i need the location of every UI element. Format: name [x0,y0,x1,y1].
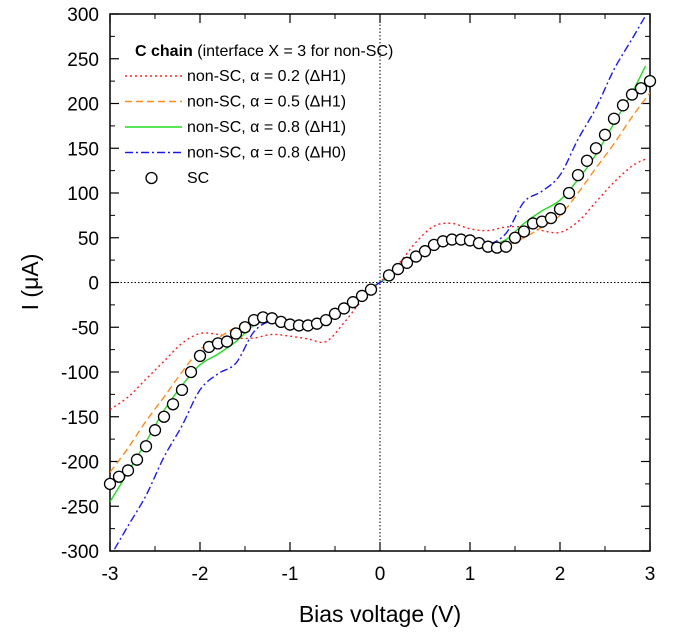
x-tick-label: 0 [375,564,386,585]
x-tick-label: 3 [645,564,656,585]
sc-data-point [634,82,648,95]
x-tick-label: 1 [465,564,476,585]
series-4-line [113,15,647,550]
sc-data-point [328,307,342,320]
y-tick-label: -100 [61,363,99,384]
legend-entry-1: non-SC, α = 0.2 (ΔH1) [187,68,346,85]
sc-data-point [130,453,144,466]
legend-swatch-sc [145,171,158,185]
y-tick-label: -300 [61,542,99,563]
sc-data-point [607,112,621,125]
sc-data-point [598,128,612,141]
sc-data-point [229,327,243,340]
x-axis-label: Bias voltage (V) [299,601,461,627]
x-tick-label: -1 [282,564,299,585]
sc-data-point [157,410,171,423]
sc-data-point [409,250,423,263]
y-tick-label: -200 [61,453,99,474]
y-tick-label: 300 [67,5,99,26]
legend-title-bold: C chain [135,43,193,60]
sc-data-point [238,321,252,334]
sc-data-point [382,269,396,282]
sc-data-point [616,99,630,112]
y-tick-label: 250 [67,50,99,71]
y-tick-label: -50 [72,318,99,339]
ticks: -3 -2 -1 0 1 2 3 300 250 200 150 100 50 0 -50 -100 -150 -… [61,5,655,585]
sc-data-point [544,211,558,225]
sc-data-point [643,74,657,88]
sc-data-point [148,424,162,437]
sc-data-point [517,225,531,238]
sc-data-point [589,142,603,155]
sc-data-point [103,477,117,491]
legend-title-rest: (interface X = 3 for non-SC) [193,43,394,60]
sc-data-point [580,154,594,167]
y-tick-label: 100 [67,184,99,205]
sc-data-point [625,88,639,101]
legend-entry-5: SC [187,170,209,187]
y-axis-label: I (μA) [17,254,43,311]
sc-data-point [220,335,234,348]
legend-entry-2: non-SC, α = 0.5 (ΔH1) [187,94,346,111]
y-tick-label: 50 [78,229,99,250]
sc-data-point [364,283,378,296]
sc-data-point [355,289,369,303]
legend: C chain (interface X = 3 for non-SC) non… [125,43,393,187]
y-tick-label: -250 [61,497,99,518]
sc-data-point [139,440,153,453]
legend-title: C chain (interface X = 3 for non-SC) [135,43,393,60]
x-tick-label: 2 [555,564,566,585]
y-tick-label: 200 [67,95,99,116]
sc-data-point [400,256,414,269]
legend-entry-3: non-SC, α = 0.8 (ΔH1) [187,119,346,136]
sc-data-point [121,464,135,477]
sc-data-point [166,398,180,411]
sc-data-point [193,349,207,363]
sc-data-point [346,296,360,309]
y-tick-label: 150 [67,139,99,160]
series-layer [103,15,657,550]
sc-data-point [571,168,585,182]
sc-data-point [337,302,351,315]
sc-data-point [418,245,432,258]
sc-data-point [391,262,405,276]
sc-data-point [319,313,333,327]
x-tick-label: -3 [102,564,119,585]
sc-data-point [184,365,198,379]
legend-entry-4: non-SC, α = 0.8 (ΔH0) [187,145,346,162]
sc-data-point [175,383,189,397]
x-tick-label: -2 [192,564,209,585]
sc-data-point [112,470,126,483]
series-5-markers [103,74,657,491]
y-tick-label: -150 [61,408,99,429]
sc-data-point [499,240,513,253]
sc-data-point [562,186,576,200]
y-tick-label: 0 [88,274,99,295]
sc-data-point [508,231,522,244]
sc-data-point [553,202,567,216]
